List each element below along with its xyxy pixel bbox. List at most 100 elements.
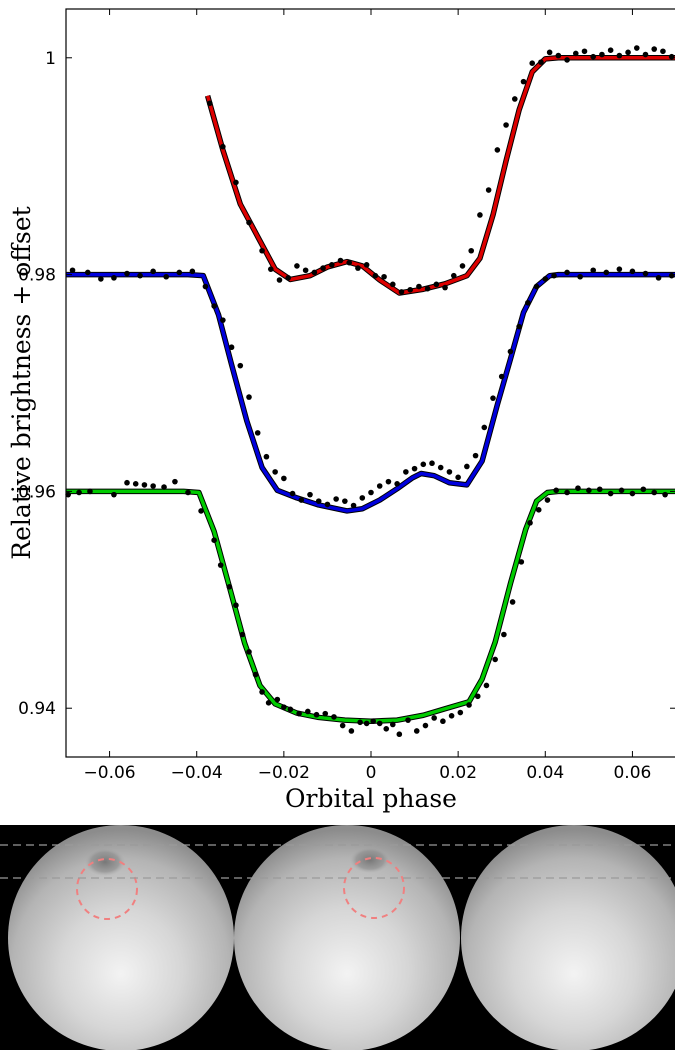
- model-curve-1: [205, 56, 675, 295]
- data-point: [163, 273, 170, 280]
- data-point: [511, 96, 518, 102]
- data-point: [607, 47, 614, 53]
- x-tick-label: −0.04: [171, 763, 223, 783]
- data-point: [124, 479, 130, 486]
- data-point: [370, 718, 376, 725]
- data-point: [233, 602, 239, 609]
- data-point: [603, 269, 610, 276]
- data-point: [474, 693, 481, 700]
- data-point: [274, 696, 281, 703]
- data-point: [437, 464, 444, 471]
- model-curve-outline-2: [66, 271, 675, 514]
- data-point: [98, 276, 104, 282]
- data-point: [396, 731, 403, 738]
- data-point: [132, 481, 139, 487]
- data-point: [111, 275, 117, 281]
- data-point: [305, 708, 311, 715]
- data-point: [311, 269, 318, 276]
- star-disk-maps: [0, 825, 675, 1051]
- data-point: [629, 490, 636, 497]
- data-point: [564, 57, 570, 63]
- data-point: [376, 483, 383, 489]
- data-point: [668, 272, 675, 279]
- data-point: [176, 269, 183, 276]
- data-point: [616, 52, 623, 59]
- data-point: [481, 424, 488, 431]
- data-point: [457, 709, 464, 716]
- y-tick-label: 0.94: [18, 699, 56, 719]
- data-point: [459, 263, 466, 269]
- data-point: [220, 317, 226, 323]
- data-point: [320, 265, 326, 271]
- data-point: [252, 671, 259, 678]
- data-point: [65, 491, 71, 498]
- data-point: [324, 501, 331, 508]
- data-point: [642, 51, 649, 58]
- data-point: [150, 268, 156, 275]
- data-point: [448, 713, 455, 719]
- data-point: [590, 53, 597, 60]
- data-point: [263, 453, 270, 460]
- data-point: [276, 277, 283, 283]
- data-point: [450, 272, 457, 279]
- data-point: [577, 273, 583, 280]
- data-point: [525, 299, 531, 306]
- data-point: [516, 323, 522, 330]
- data-point: [363, 720, 370, 727]
- star-disk-2: [234, 825, 460, 1051]
- data-point: [507, 348, 514, 355]
- data-point: [137, 272, 143, 279]
- data-point: [69, 267, 76, 274]
- data-point: [651, 489, 658, 496]
- data-point: [538, 59, 544, 65]
- data-point: [546, 49, 553, 56]
- starspot-2: [350, 847, 390, 873]
- data-point: [211, 537, 217, 543]
- data-point: [662, 491, 668, 498]
- data-point: [529, 60, 536, 66]
- data-point: [202, 283, 209, 290]
- x-tick-label: 0: [366, 763, 377, 783]
- data-point: [372, 272, 379, 279]
- spot-marker-circle-2: [343, 857, 405, 919]
- data-point: [590, 267, 597, 274]
- model-curves: [66, 55, 675, 724]
- data-point: [124, 270, 130, 277]
- data-point: [346, 259, 353, 266]
- data-point: [416, 283, 422, 290]
- data-point: [226, 584, 233, 590]
- data-point: [503, 122, 509, 128]
- data-point: [141, 482, 148, 488]
- data-point: [385, 478, 392, 485]
- x-tick-label: 0.02: [439, 763, 477, 783]
- data-point: [389, 281, 396, 288]
- data-point: [359, 495, 366, 501]
- data-point: [337, 257, 344, 264]
- data-point: [246, 394, 252, 400]
- spot-marker-circle-1: [76, 858, 138, 920]
- data-point: [267, 266, 274, 272]
- data-point: [575, 485, 581, 491]
- data-point: [185, 489, 191, 496]
- data-point: [339, 722, 346, 729]
- data-point: [553, 487, 559, 494]
- data-point: [233, 179, 239, 186]
- x-tick-label: −0.06: [84, 763, 136, 783]
- data-point: [472, 452, 479, 459]
- data-point: [640, 486, 647, 493]
- data-point: [586, 487, 592, 494]
- data-point: [625, 49, 631, 56]
- data-point: [272, 469, 278, 475]
- data-point: [629, 268, 636, 275]
- data-point: [84, 269, 91, 276]
- starspot-1: [85, 848, 125, 876]
- data-point: [331, 714, 337, 720]
- x-tick-label: −0.02: [258, 763, 310, 783]
- data-point: [254, 430, 261, 436]
- data-point: [315, 498, 322, 504]
- data-point: [607, 490, 614, 497]
- data-point: [616, 266, 623, 272]
- data-point: [660, 48, 666, 55]
- data-point: [420, 461, 427, 468]
- data-point: [294, 263, 300, 269]
